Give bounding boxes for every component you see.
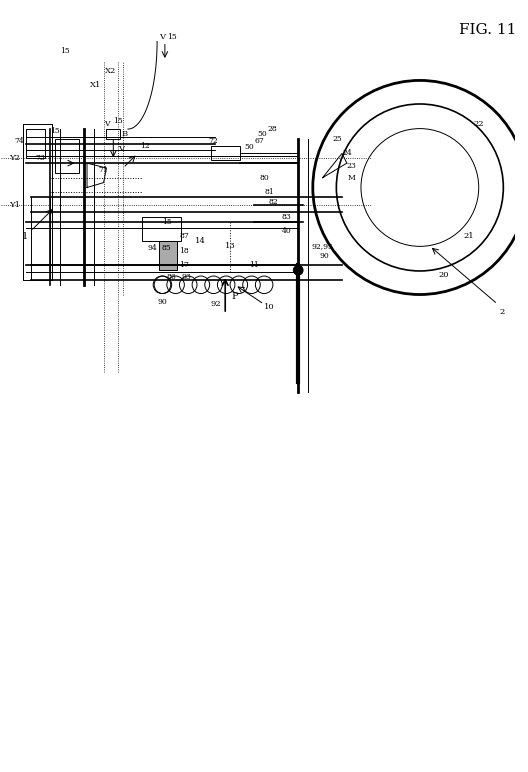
Text: 2: 2 bbox=[500, 308, 505, 316]
Bar bbox=[23, 124, 52, 280]
Text: 22: 22 bbox=[473, 120, 484, 128]
Text: 72: 72 bbox=[209, 137, 219, 145]
Text: V: V bbox=[103, 120, 109, 128]
Text: 90: 90 bbox=[319, 252, 329, 259]
Text: 18: 18 bbox=[180, 247, 189, 255]
Text: V: V bbox=[159, 32, 165, 41]
Text: 28: 28 bbox=[267, 125, 277, 133]
Text: 74: 74 bbox=[14, 137, 24, 145]
Text: 92,95: 92,95 bbox=[312, 242, 334, 250]
Text: 92: 92 bbox=[210, 300, 221, 308]
Text: 86: 86 bbox=[167, 273, 176, 281]
Text: V: V bbox=[118, 144, 124, 153]
Text: 50: 50 bbox=[257, 130, 267, 138]
Bar bbox=[107, 129, 120, 139]
Text: P: P bbox=[232, 292, 238, 301]
Text: 93: 93 bbox=[181, 273, 191, 281]
Text: 40: 40 bbox=[281, 227, 291, 235]
Text: 10: 10 bbox=[263, 303, 275, 311]
Text: 15: 15 bbox=[50, 127, 60, 135]
Text: 71: 71 bbox=[99, 166, 108, 174]
Text: 15: 15 bbox=[162, 218, 172, 225]
Bar bbox=[26, 129, 45, 158]
Bar bbox=[211, 146, 240, 161]
Text: 12: 12 bbox=[140, 141, 150, 150]
Text: 1: 1 bbox=[22, 232, 28, 241]
Text: 24: 24 bbox=[342, 150, 352, 157]
Text: 14: 14 bbox=[195, 237, 206, 245]
Text: 67: 67 bbox=[254, 137, 264, 145]
Bar bbox=[55, 139, 79, 173]
Text: 81: 81 bbox=[264, 188, 274, 196]
Text: X1: X1 bbox=[90, 81, 101, 90]
Text: 11: 11 bbox=[250, 262, 259, 269]
Text: 15: 15 bbox=[60, 47, 70, 56]
Text: 73: 73 bbox=[35, 154, 45, 162]
Text: 20: 20 bbox=[439, 271, 449, 279]
Text: 90: 90 bbox=[157, 298, 167, 306]
Text: 17: 17 bbox=[180, 262, 189, 269]
Text: 85: 85 bbox=[162, 244, 172, 252]
Text: X2: X2 bbox=[105, 66, 116, 75]
Text: 94: 94 bbox=[147, 244, 157, 252]
Text: 13: 13 bbox=[225, 242, 235, 250]
Text: 25: 25 bbox=[332, 135, 342, 143]
Bar bbox=[159, 241, 176, 270]
Text: 83: 83 bbox=[281, 212, 291, 221]
Text: B: B bbox=[122, 130, 128, 138]
Text: Y2: Y2 bbox=[9, 154, 20, 162]
Text: Y1: Y1 bbox=[9, 201, 20, 209]
Text: 80: 80 bbox=[259, 174, 269, 181]
Circle shape bbox=[294, 266, 303, 275]
Text: 23: 23 bbox=[347, 162, 356, 170]
Text: 15: 15 bbox=[114, 117, 123, 125]
Text: 82: 82 bbox=[269, 198, 279, 206]
Text: M: M bbox=[348, 174, 355, 181]
Text: 87: 87 bbox=[180, 232, 189, 240]
Bar bbox=[143, 217, 182, 241]
Text: 21: 21 bbox=[463, 232, 474, 240]
Text: FIG. 11: FIG. 11 bbox=[459, 23, 516, 37]
Text: 50: 50 bbox=[244, 143, 254, 151]
Text: 15: 15 bbox=[167, 32, 176, 41]
